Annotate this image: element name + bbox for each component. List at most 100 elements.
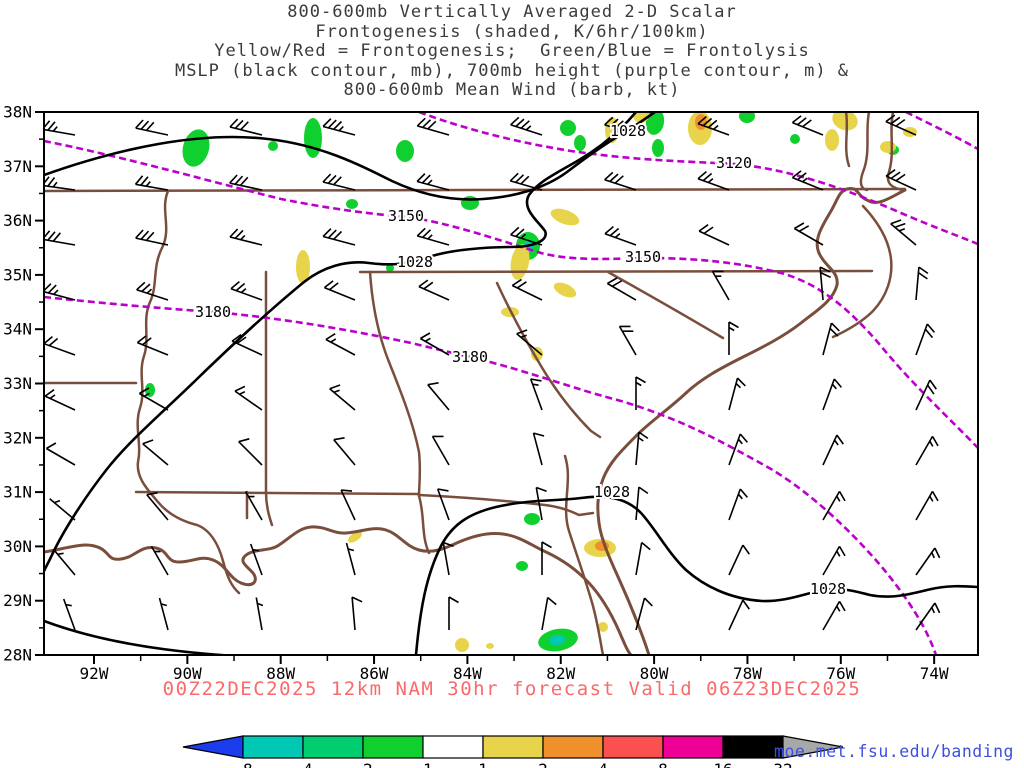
wind-barb bbox=[635, 486, 649, 521]
wind-barb bbox=[890, 219, 917, 246]
wind-barb bbox=[146, 492, 169, 521]
wind-barbs bbox=[44, 114, 941, 631]
colorbar-tick-label: 16 bbox=[713, 760, 732, 768]
shaded-region bbox=[182, 129, 210, 167]
lon-tick-label: 92W bbox=[80, 664, 109, 683]
colorbar-tick-label: 8 bbox=[658, 760, 668, 768]
wind-barb bbox=[44, 176, 76, 191]
wind-barb bbox=[135, 119, 169, 136]
colorbar-tick-label: -2 bbox=[353, 760, 372, 768]
title-line-3: Yellow/Red = Frontogenesis; Green/Blue =… bbox=[214, 41, 810, 61]
wind-barb bbox=[822, 322, 840, 356]
lon-tick-label: 90W bbox=[173, 664, 202, 683]
shaded-region bbox=[560, 120, 576, 136]
wind-barb bbox=[915, 323, 936, 356]
wind-barb bbox=[345, 542, 356, 576]
contour-labels: 1028 1028 1028 1028 3120 3150 3150 3180 3180 bbox=[193, 120, 848, 600]
mississippi-river bbox=[136, 189, 241, 595]
wind-barb bbox=[509, 172, 543, 191]
wind-barb bbox=[915, 435, 939, 466]
wind-barb bbox=[510, 116, 543, 136]
wind-barb bbox=[238, 438, 263, 466]
lat-tick-label: 37N bbox=[3, 157, 32, 176]
wind-barb bbox=[915, 490, 939, 521]
wind-barb bbox=[255, 597, 264, 631]
wind-barb bbox=[323, 280, 356, 301]
wind-barb bbox=[915, 547, 941, 576]
wind-barb bbox=[229, 174, 263, 191]
wind-barb bbox=[418, 279, 450, 301]
height-contour-label: 3180 bbox=[452, 348, 488, 366]
wind-barb bbox=[416, 117, 450, 136]
credit-link[interactable]: moe.met.fsu.edu/banding bbox=[774, 742, 1014, 761]
shaded-region bbox=[516, 561, 528, 571]
wind-barb bbox=[136, 335, 169, 356]
wind-barb bbox=[822, 545, 846, 576]
wind-barb bbox=[728, 488, 749, 521]
wind-barb bbox=[136, 281, 169, 301]
colorbar-tick-label: -4 bbox=[293, 760, 312, 768]
colorbar-tick-label: 1 bbox=[478, 760, 488, 768]
shaded-region bbox=[553, 282, 577, 298]
wind-barb bbox=[822, 490, 846, 521]
wind-barb bbox=[698, 224, 730, 246]
mslp-contour-north bbox=[44, 112, 656, 201]
wind-barb bbox=[325, 333, 356, 356]
wind-barb bbox=[44, 120, 76, 136]
colorbar-segment bbox=[362, 735, 424, 759]
lon-tick-label: 78W bbox=[733, 664, 762, 683]
wind-barb bbox=[351, 596, 363, 631]
lat-tick-label: 30N bbox=[3, 537, 32, 556]
wind-barb bbox=[249, 543, 263, 576]
wind-barb bbox=[333, 437, 356, 466]
outer-banks-coast bbox=[831, 204, 893, 339]
shaded-region bbox=[825, 129, 839, 151]
lon-tick-label: 80W bbox=[640, 664, 669, 683]
title-line-5: 800-600mb Mean Wind (barb, kt) bbox=[343, 80, 681, 100]
height-contour-3150 bbox=[44, 139, 978, 449]
wind-barb bbox=[150, 546, 169, 576]
shaded-region bbox=[550, 208, 580, 226]
wind-barb bbox=[442, 541, 454, 576]
lon-tick-label: 88W bbox=[266, 664, 295, 683]
colorbar-tick-label: 4 bbox=[598, 760, 608, 768]
wind-barb bbox=[791, 170, 824, 191]
wind-barb bbox=[45, 442, 76, 466]
wind-barb bbox=[915, 602, 941, 631]
wind-barb bbox=[448, 596, 459, 630]
colorbar-segment bbox=[482, 735, 544, 759]
colorbar-segment bbox=[302, 735, 364, 759]
shaded-region bbox=[396, 140, 414, 162]
height-contour-3090 bbox=[905, 112, 978, 151]
wind-barb bbox=[915, 379, 937, 411]
wind-barb bbox=[53, 549, 76, 576]
wind-barb bbox=[532, 432, 545, 466]
wind-barb bbox=[436, 488, 450, 521]
axis-ticks-and-labels: 38N 37N 36N 35N 34N 33N 32N 31N 30N 29N 28N 92W 90W 8… bbox=[3, 103, 949, 684]
colorbar-arrow-right bbox=[782, 735, 844, 759]
title-line-4: MSLP (black contour, mb), 700mb height (… bbox=[174, 60, 850, 81]
coastlines-and-borders bbox=[44, 112, 907, 655]
title-line-2: Frontogenesis (shaded, K/6hr/100km) bbox=[315, 21, 709, 42]
wind-barb bbox=[44, 335, 76, 356]
height-contour-label: 3120 bbox=[716, 154, 752, 172]
lat-tick-label: 32N bbox=[3, 428, 32, 447]
state-border-tn-va bbox=[44, 187, 907, 193]
wind-barb bbox=[134, 175, 169, 191]
wind-barb bbox=[427, 382, 450, 411]
wind-barb bbox=[819, 266, 831, 301]
height-contour-3180 bbox=[44, 295, 938, 655]
wind-barb bbox=[822, 434, 844, 466]
wind-barb bbox=[728, 321, 739, 355]
wind-barb bbox=[142, 439, 169, 466]
shaded-region bbox=[524, 513, 540, 525]
wind-barb bbox=[322, 173, 356, 191]
forecast-valid-time-label: 00Z22DEC2025 12km NAM 30hr forecast Vali… bbox=[162, 678, 862, 700]
wind-barb bbox=[604, 116, 637, 136]
wind-barb bbox=[697, 170, 730, 191]
shaded-region bbox=[574, 135, 586, 151]
mslp-contours bbox=[44, 112, 978, 655]
wind-barb bbox=[635, 431, 649, 466]
wind-barb bbox=[915, 266, 929, 301]
